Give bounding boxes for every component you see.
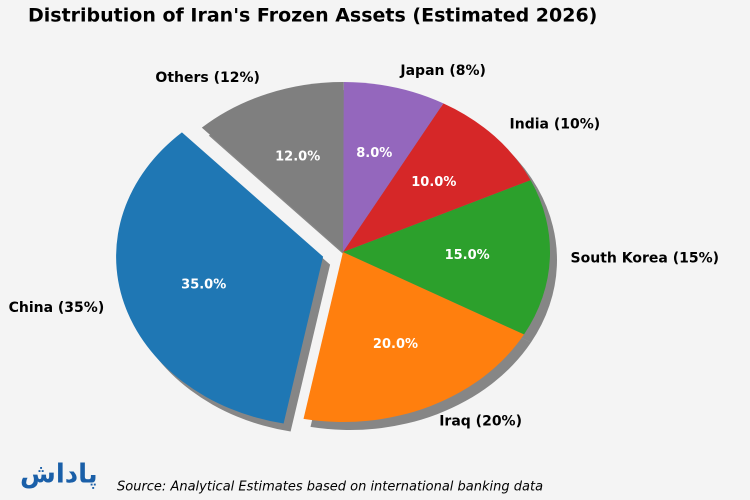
pie: China (35%) 35.0% Iraq (20%) 20.0% South Kor… (9, 63, 719, 432)
category-label: Others (12%) (155, 70, 259, 86)
value-label: 10.0% (411, 175, 456, 190)
slice (303, 252, 525, 422)
slice (343, 103, 531, 252)
category-label: Japan (8%) (399, 63, 486, 79)
category-label: Iraq (20%) (439, 413, 522, 429)
value-label: 35.0% (181, 277, 226, 292)
slice (201, 82, 344, 252)
slice (343, 180, 550, 335)
slice (343, 82, 444, 252)
value-label: 20.0% (373, 337, 418, 352)
value-label: 15.0% (445, 248, 490, 263)
value-label: 8.0% (356, 146, 392, 161)
chart-title: Distribution of Iran's Frozen Assets (Es… (28, 5, 597, 27)
slice (116, 132, 324, 424)
category-label: India (10%) (510, 116, 601, 132)
source: Source: Analytical Estimates based on in… (117, 480, 543, 495)
logo: پاداش (20, 460, 98, 490)
category-label: China (35%) (9, 300, 105, 316)
value-label: 12.0% (275, 150, 320, 165)
category-label: South Korea (15%) (571, 251, 719, 267)
